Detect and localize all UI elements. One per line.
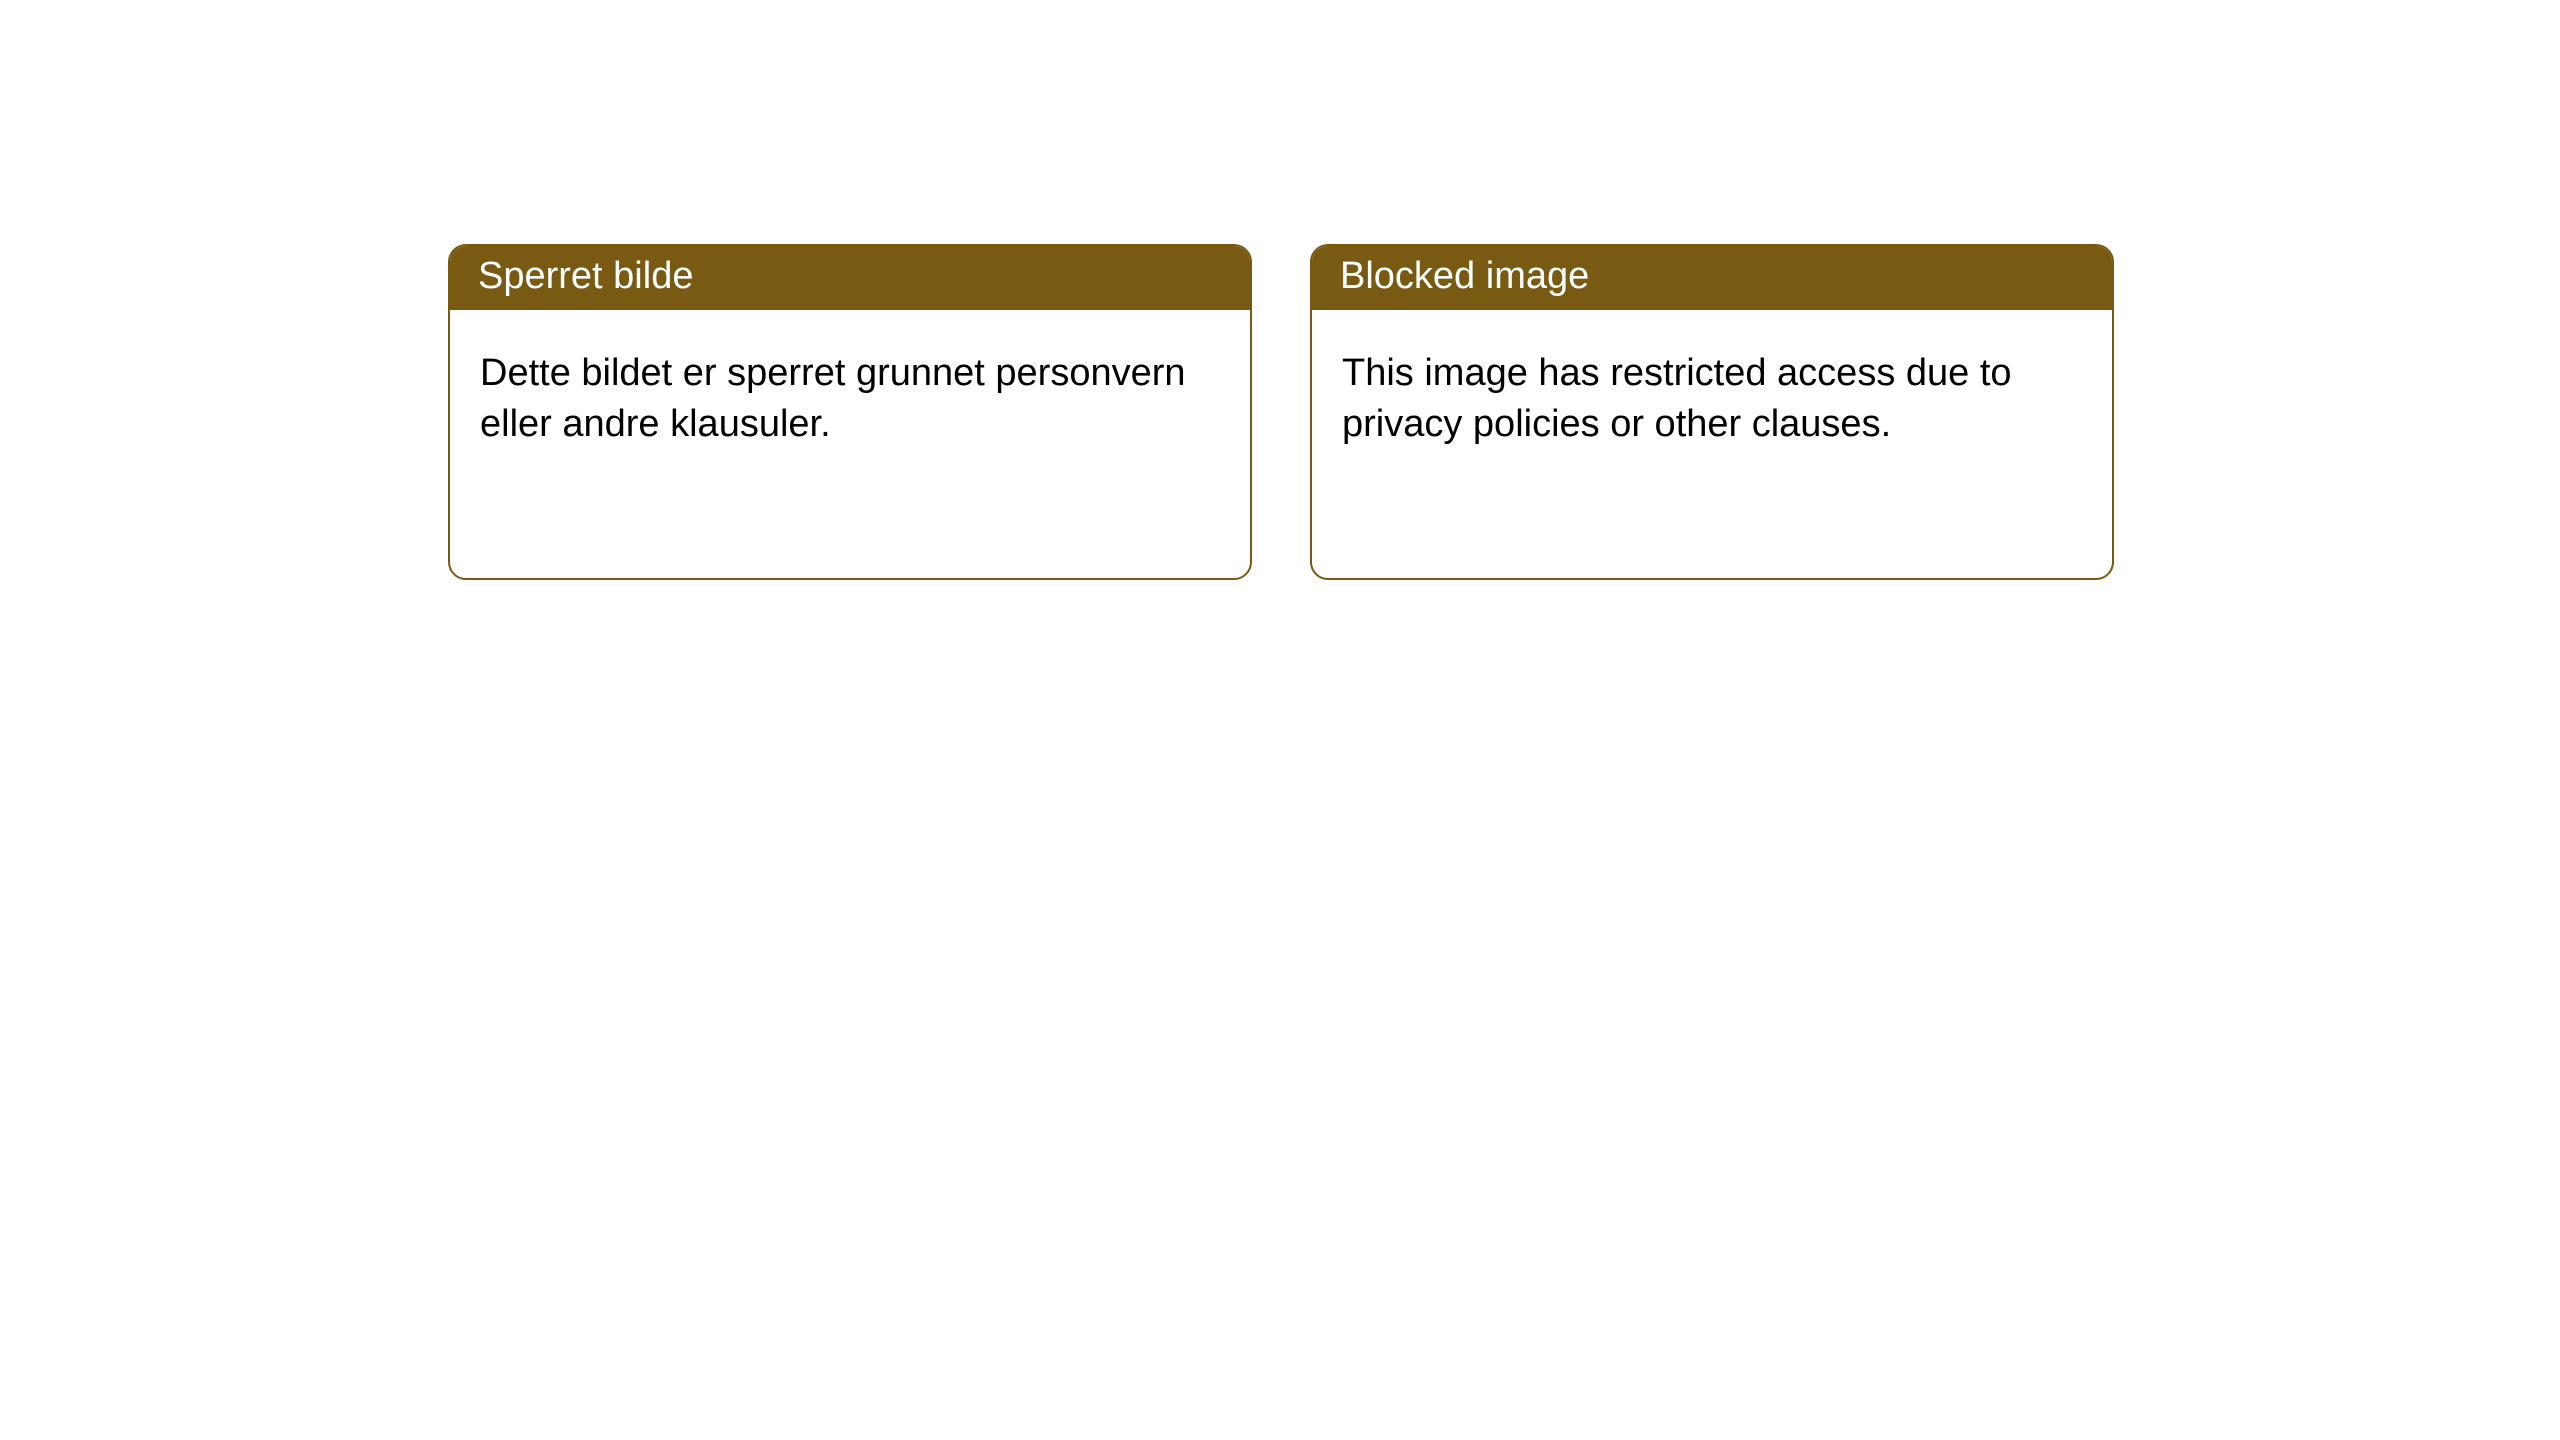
- notice-card-norwegian: Sperret bilde Dette bildet er sperret gr…: [448, 244, 1252, 580]
- notice-card-body: This image has restricted access due to …: [1312, 310, 2112, 489]
- notice-card-body: Dette bildet er sperret grunnet personve…: [450, 310, 1250, 489]
- notice-card-title: Blocked image: [1312, 246, 2112, 310]
- notice-cards-container: Sperret bilde Dette bildet er sperret gr…: [0, 0, 2560, 580]
- notice-card-title: Sperret bilde: [450, 246, 1250, 310]
- notice-card-english: Blocked image This image has restricted …: [1310, 244, 2114, 580]
